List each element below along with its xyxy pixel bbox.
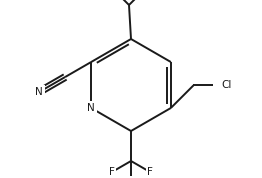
Text: F: F (109, 167, 115, 177)
Text: N: N (87, 103, 95, 113)
Text: N: N (35, 87, 43, 97)
Text: Cl: Cl (221, 80, 232, 90)
Text: F: F (147, 167, 153, 177)
